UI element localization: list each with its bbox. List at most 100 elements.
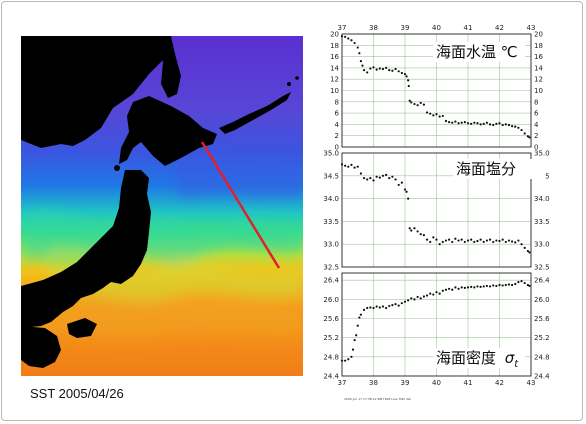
data-point [514,125,517,128]
data-point [435,291,438,294]
data-point [344,35,347,38]
y-tick-label-left: 20 [330,31,339,39]
y-tick-label-left: 4 [335,121,340,129]
data-point [369,176,372,180]
data-point [372,66,375,69]
data-point [511,240,514,243]
data-point [378,67,381,70]
data-point [470,285,473,288]
data-point [501,123,504,127]
y-tick-label-right: 12 [534,76,543,84]
y-tick-label-left: 33.0 [323,241,339,249]
y-tick-label-right: 35.0 [534,150,550,158]
y-tick-label-left: 25.2 [323,334,339,342]
data-point [451,288,454,291]
data-point [520,128,523,132]
data-point [416,295,419,299]
data-point [344,164,347,167]
data-point [463,286,466,289]
data-point [498,283,501,287]
data-point [517,126,520,129]
data-point [520,243,523,246]
data-point [408,227,411,230]
data-point [528,251,531,254]
y-tick-label-right: 20 [534,31,543,39]
data-point [355,334,358,337]
data-point [350,355,353,358]
y-tick-label-left: 35.0 [323,150,339,158]
density-panel: 24.4 24.4 24.8 24.8 25.2 25.2 25.6 25.6 26.0 26.0… [323,272,550,387]
y-tick-label-right: 18 [534,42,543,50]
data-point [391,69,394,72]
y-tick-label-left: 0 [335,144,339,152]
data-point [466,122,470,125]
data-point [362,69,366,72]
x-tick-label: 37 [338,379,347,387]
y-tick-label-left: 25.6 [323,315,339,323]
y-tick-label-left: 24.8 [323,353,339,361]
y-tick-label-right: 34.0 [534,195,550,203]
title-backdrop [433,348,525,368]
data-point [425,111,429,114]
x-tick-label: 43 [527,379,536,387]
data-point [488,238,492,241]
y-tick-label-right: 24.8 [534,353,550,361]
data-point [466,286,470,289]
data-point [419,297,422,300]
data-point [359,172,362,175]
salinity-panel: 32.532.533.033.033.533.534.034.034.534.5… [323,150,549,272]
x-tick-label: 37 [338,24,347,32]
y-tick-label-right: 6 [534,110,539,118]
y-tick-label-right: 0 [534,144,538,152]
data-point [405,190,408,193]
data-point [435,113,438,116]
data-point [501,284,504,287]
y-tick-label-right: 32.5 [534,264,550,272]
data-point [526,283,529,287]
data-point [454,286,457,289]
x-tick-label: 38 [369,24,378,32]
data-point [419,101,422,105]
data-point [394,303,397,306]
panel-title: 海面密度 σt [436,349,519,370]
data-point [438,292,441,295]
data-point [356,324,359,327]
panel-title: 海面塩分 [456,160,516,178]
data-point [523,246,526,249]
data-point [444,288,448,291]
x-tick-label: 41 [464,379,473,387]
sst-satellite-map [21,36,303,376]
data-point [523,132,526,135]
data-point [448,287,451,290]
data-point [403,73,407,76]
data-point [504,283,507,287]
x-tick-label: 39 [401,24,410,32]
data-point [485,239,488,242]
data-point [425,294,429,297]
data-point [407,197,410,200]
data-point [429,112,432,115]
data-point [495,122,498,125]
y-tick-label-right: 14 [534,64,543,72]
data-point [498,122,501,125]
data-point [435,238,438,241]
data-point [410,229,413,232]
data-point [463,121,466,124]
data-point [366,178,369,181]
data-point [394,178,397,181]
data-point [416,104,419,107]
data-point [482,122,485,125]
data-point [375,68,378,71]
y-tick-label-left: 24.4 [323,373,339,381]
data-point [362,176,366,180]
data-point [340,35,344,38]
y-tick-label-right: 8 [534,98,538,106]
y-tick-label-right: 16 [534,53,543,61]
title-backdrop [433,42,525,62]
data-point [495,284,498,288]
data-point [353,338,356,342]
data-point [457,287,460,290]
data-point [460,121,463,124]
data-point [422,233,425,237]
